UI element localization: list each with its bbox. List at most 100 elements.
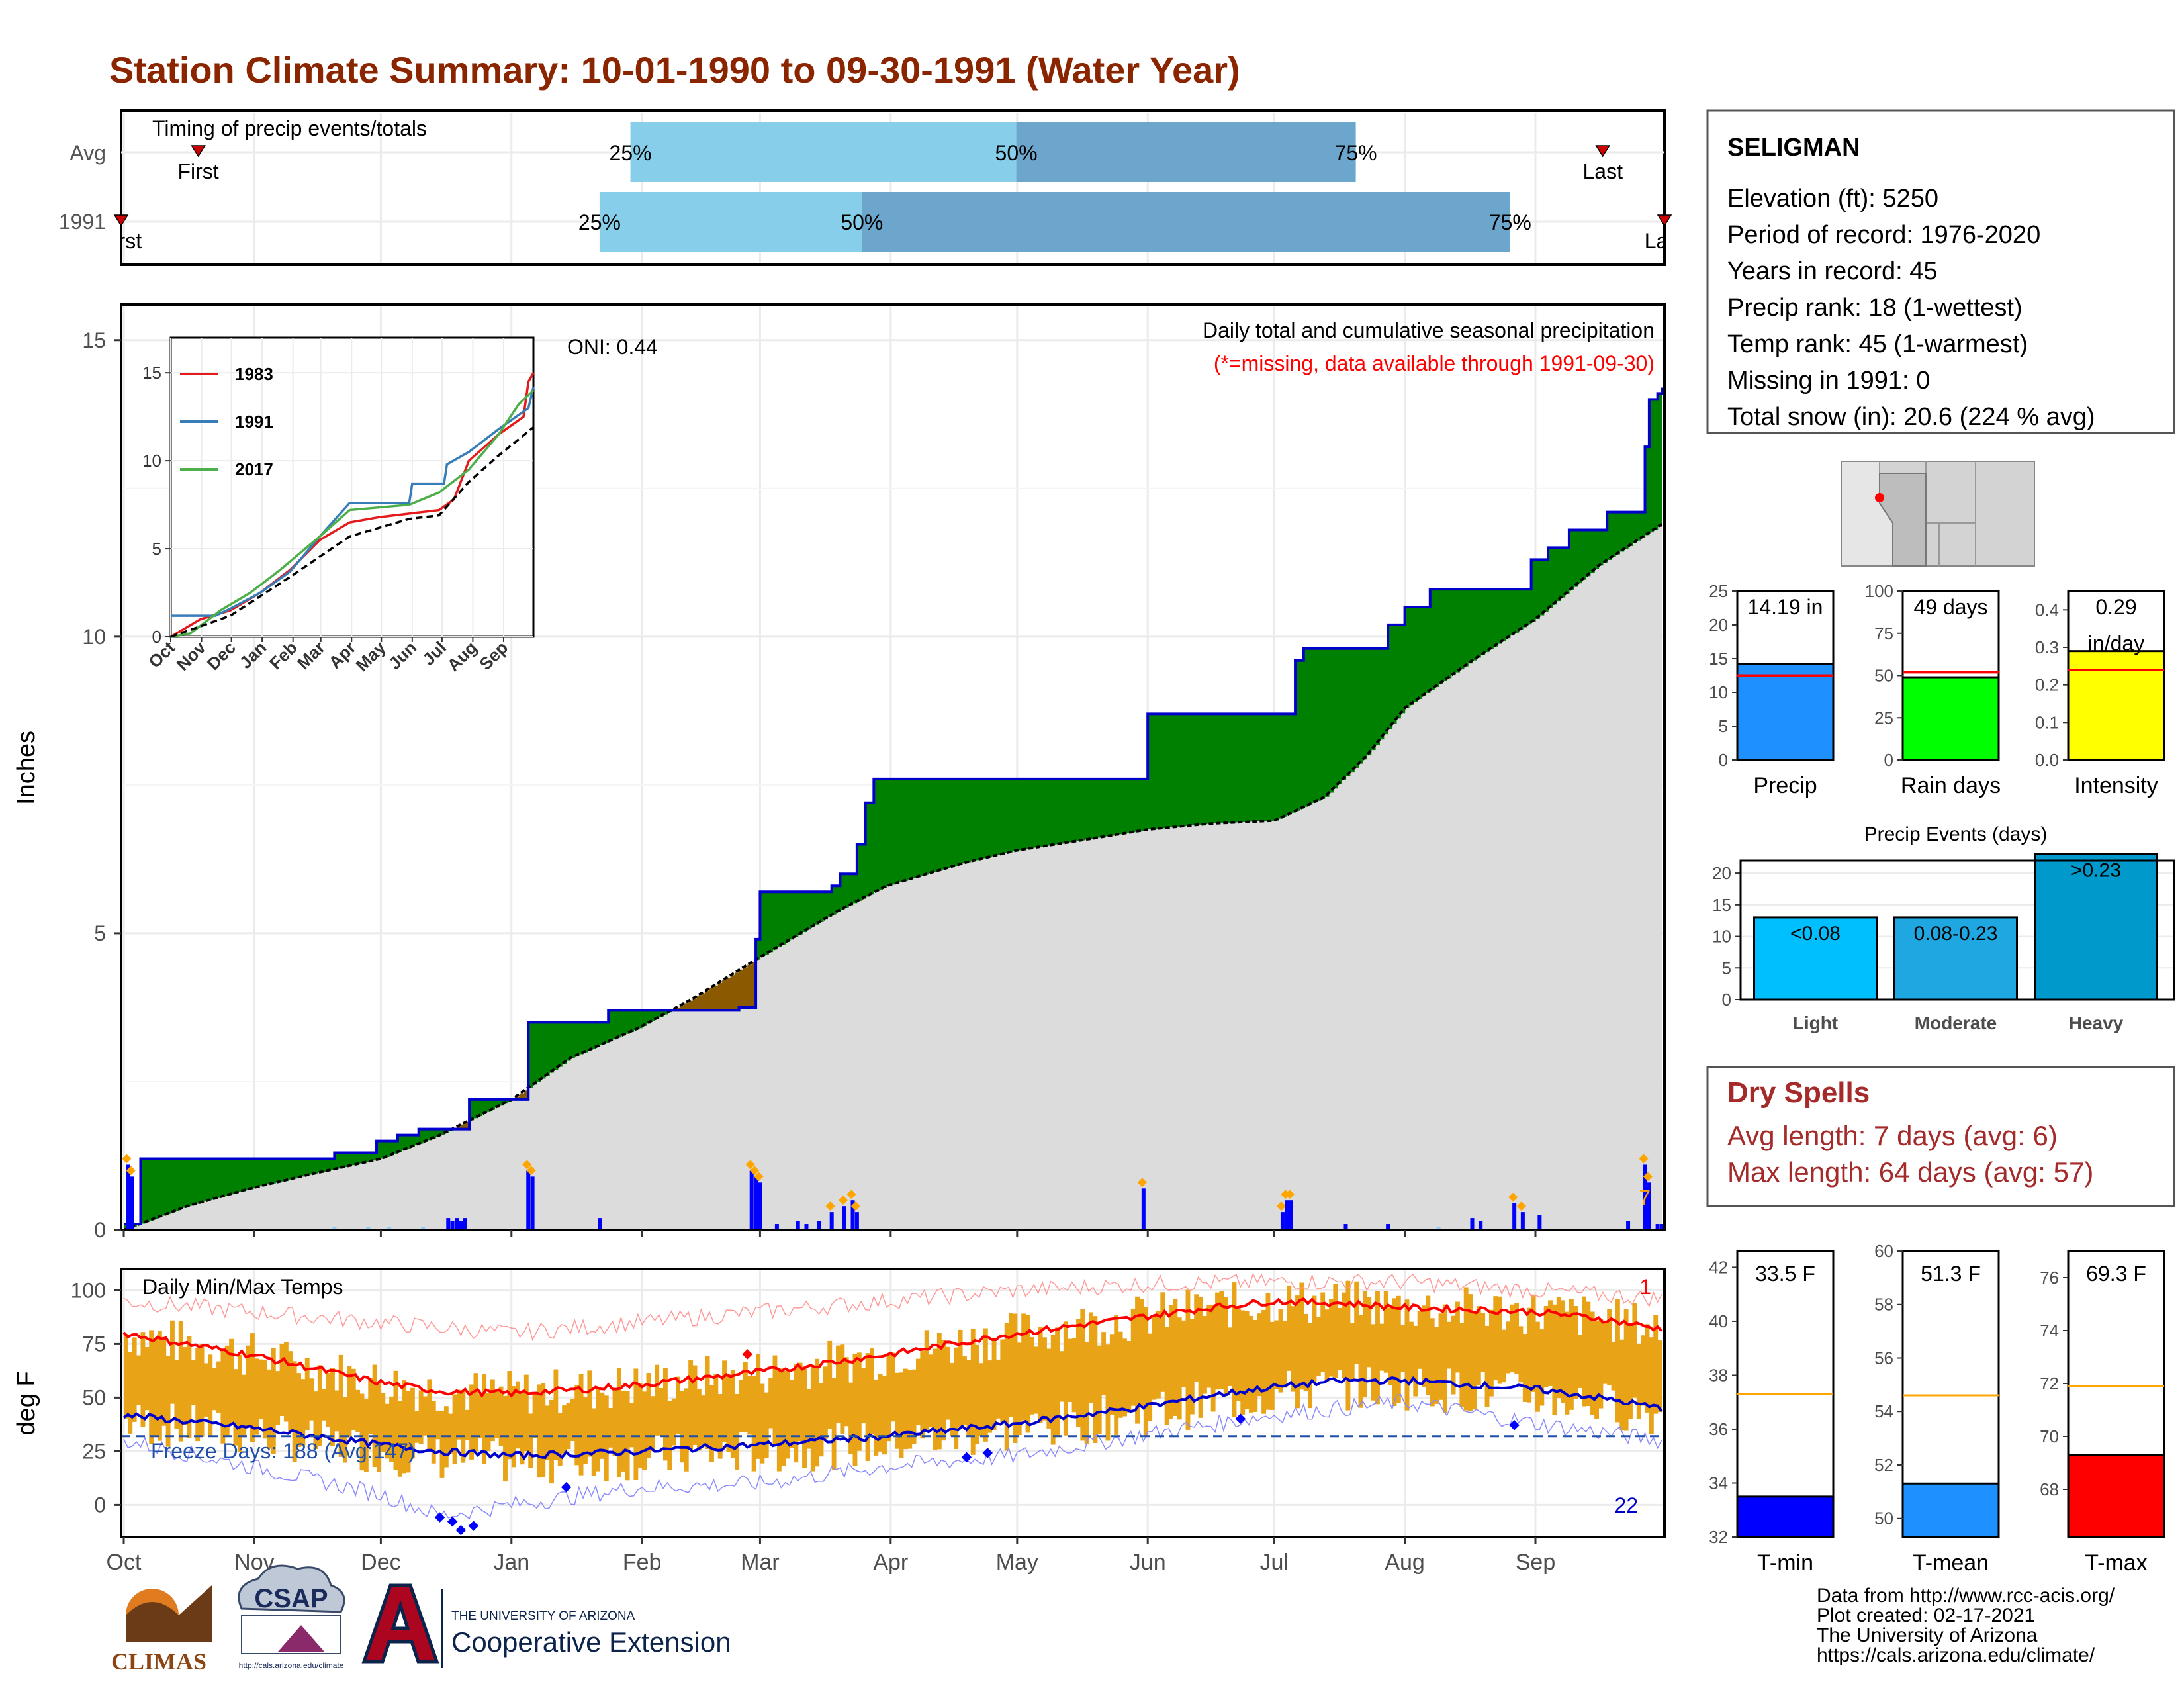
- climas-logo-mountain: [126, 1585, 212, 1642]
- precip-panel: 0 5 10 15 Inches Daily total and cumulative…: [13, 303, 1666, 1242]
- cumulative-diff-day-67: [406, 1135, 411, 1149]
- cumulative-diff-day-311: [1434, 589, 1439, 688]
- cumulative-diff-day-10: [165, 1158, 171, 1215]
- cumulative-diff-day-176: [865, 802, 870, 897]
- daily-precip-bar-28: [1289, 1200, 1293, 1230]
- timing-first-marker-0: [191, 145, 206, 158]
- cumulative-diff-day-289: [1342, 648, 1347, 780]
- cumulative-diff-day-346: [1582, 530, 1586, 580]
- cumulative-diff-day-351: [1602, 530, 1608, 563]
- timing-label-25-0: 25%: [610, 141, 652, 165]
- cumulative-diff-day-295: [1367, 648, 1372, 756]
- temp-range-bar-35: [271, 1348, 276, 1454]
- month-label-7: May: [996, 1550, 1038, 1575]
- cumulative-diff-day-58: [368, 1152, 373, 1162]
- inset-legend: 1983 1991 2017: [180, 364, 273, 479]
- dry-spells-box: Dry Spells Avg length: 7 days (avg: 6) M…: [1706, 1066, 2175, 1207]
- temp-range-bar-274: [1278, 1309, 1283, 1393]
- events-bar-2: [2034, 853, 2158, 1001]
- record-low-marker-6: [982, 1448, 993, 1458]
- cumulative-diff-day-207: [995, 778, 1001, 855]
- temp-range-bar-119: [625, 1391, 630, 1481]
- cumulative-diff-day-197: [954, 778, 959, 867]
- cumulative-diff-day-49: [330, 1158, 335, 1170]
- cumulative-diff-day-143: [726, 978, 731, 1011]
- cumulative-diff-day-262: [1228, 714, 1233, 823]
- events-frame: [1739, 859, 2175, 1001]
- temp-range-bar-356: [1623, 1309, 1629, 1431]
- temp-range-bar-29: [246, 1345, 251, 1427]
- temp-bar-tick-label-0-0: 32: [1709, 1527, 1728, 1547]
- cumulative-diff-day-29: [246, 1158, 251, 1190]
- temp-range-bar-348: [1590, 1311, 1595, 1415]
- temp-range-bar-136: [696, 1389, 702, 1451]
- temp-range-bar-25: [229, 1338, 234, 1425]
- mini-bar-value-0: [1736, 663, 1835, 761]
- cumulative-diff-day-221: [1055, 778, 1060, 845]
- temp-range-bar-184: [899, 1372, 904, 1458]
- cumulative-diff-day-84: [477, 1099, 482, 1117]
- timing-panel: 25% 50% 75% First Last 25% 50% 75% First Last Tim…: [59, 109, 1672, 266]
- timing-first-label-0: First: [177, 160, 218, 183]
- daily-precip-bar-39: [1647, 1182, 1651, 1230]
- inset-legend-label-0: 1983: [235, 364, 273, 384]
- timing-label: Timing of precip events/totals: [152, 117, 427, 140]
- cumulative-diff-day-226: [1075, 778, 1081, 841]
- precip-events-chart: Precip Events (days) 0 5 10 15 20 <0.08 Light 0…: [1712, 823, 2175, 1033]
- temp-range-bar-143: [726, 1374, 731, 1452]
- daily-precip-bar-21: [829, 1212, 834, 1230]
- page-title: Station Climate Summary: 10-01-1990 to 0…: [109, 49, 1240, 91]
- temp-range-bar-252: [1185, 1289, 1191, 1430]
- temp-range-bar-291: [1349, 1323, 1355, 1381]
- temp-range-bar-31: [254, 1358, 259, 1435]
- cumulative-diff-day-232: [1101, 778, 1107, 837]
- record-low-marker-4: [561, 1481, 572, 1493]
- cumulative-diff-day-241: [1139, 778, 1144, 831]
- temp-range-bar-43: [304, 1358, 310, 1430]
- cumulative-diff-day-224: [1068, 778, 1073, 843]
- temp-bar-value-label-1: 51.3 F: [1921, 1262, 1981, 1286]
- cumulative-diff-day-127: [659, 1010, 664, 1017]
- timing-label-75-0: 75%: [1335, 141, 1377, 165]
- temp-bar-tick-label-1-1: 52: [1874, 1455, 1893, 1475]
- temp-range-bar-355: [1619, 1339, 1625, 1431]
- temp-range-bar-256: [1202, 1316, 1207, 1394]
- temp-range-bar-20: [208, 1354, 213, 1437]
- temp-range-bar-135: [692, 1365, 698, 1445]
- temp-range-bar-8: [157, 1331, 162, 1441]
- temp-range-bar-255: [1198, 1297, 1203, 1418]
- temp-range-bar-38: [283, 1342, 289, 1422]
- cumulative-diff-day-59: [372, 1152, 377, 1161]
- temp-range-bar-127: [659, 1387, 664, 1436]
- temp-range-bar-206: [991, 1340, 997, 1430]
- cumulative-diff-day-112: [596, 1022, 601, 1047]
- cumulative-diff-day-213: [1021, 778, 1026, 850]
- temp-range-bar-106: [570, 1399, 575, 1442]
- precip-ytick-label-0: 0: [94, 1218, 106, 1242]
- cumulative-diff-day-177: [869, 802, 874, 895]
- temp-range-bar-125: [650, 1396, 655, 1451]
- temp-range-bar-246: [1160, 1292, 1165, 1392]
- cumulative-diff-day-192: [933, 778, 938, 872]
- temp-range-bar-160: [797, 1362, 803, 1442]
- events-bar-label-1: 0.08-0.23: [1914, 923, 1998, 945]
- record-low-marker-3: [468, 1521, 479, 1531]
- events-tick-label-0: 0: [1722, 990, 1731, 1009]
- temp-range-bar-171: [844, 1357, 849, 1427]
- cumulative-diff-day-174: [856, 844, 862, 902]
- cumulative-diff-day-287: [1333, 648, 1338, 789]
- cumulative-diff-day-123: [642, 1010, 647, 1026]
- cumulative-diff-day-228: [1084, 778, 1089, 840]
- temp-range-bar-191: [929, 1354, 933, 1428]
- temp-range-bar-7: [153, 1338, 158, 1437]
- cumulative-diff-day-208: [1000, 778, 1005, 855]
- cumulative-diff-day-74: [435, 1129, 441, 1137]
- mini-bar-tick-label-0-1: 5: [1719, 716, 1728, 736]
- cumulative-diff-day-231: [1097, 778, 1102, 838]
- temp-range-bar-170: [840, 1344, 845, 1434]
- temp-range-bar-13: [178, 1321, 183, 1442]
- daily-precip-bar-34: [1512, 1203, 1517, 1230]
- temp-range-bar-10: [165, 1356, 171, 1447]
- cumulative-diff-day-272: [1269, 714, 1275, 821]
- mini-bar-tick-label-0-5: 25: [1709, 581, 1728, 601]
